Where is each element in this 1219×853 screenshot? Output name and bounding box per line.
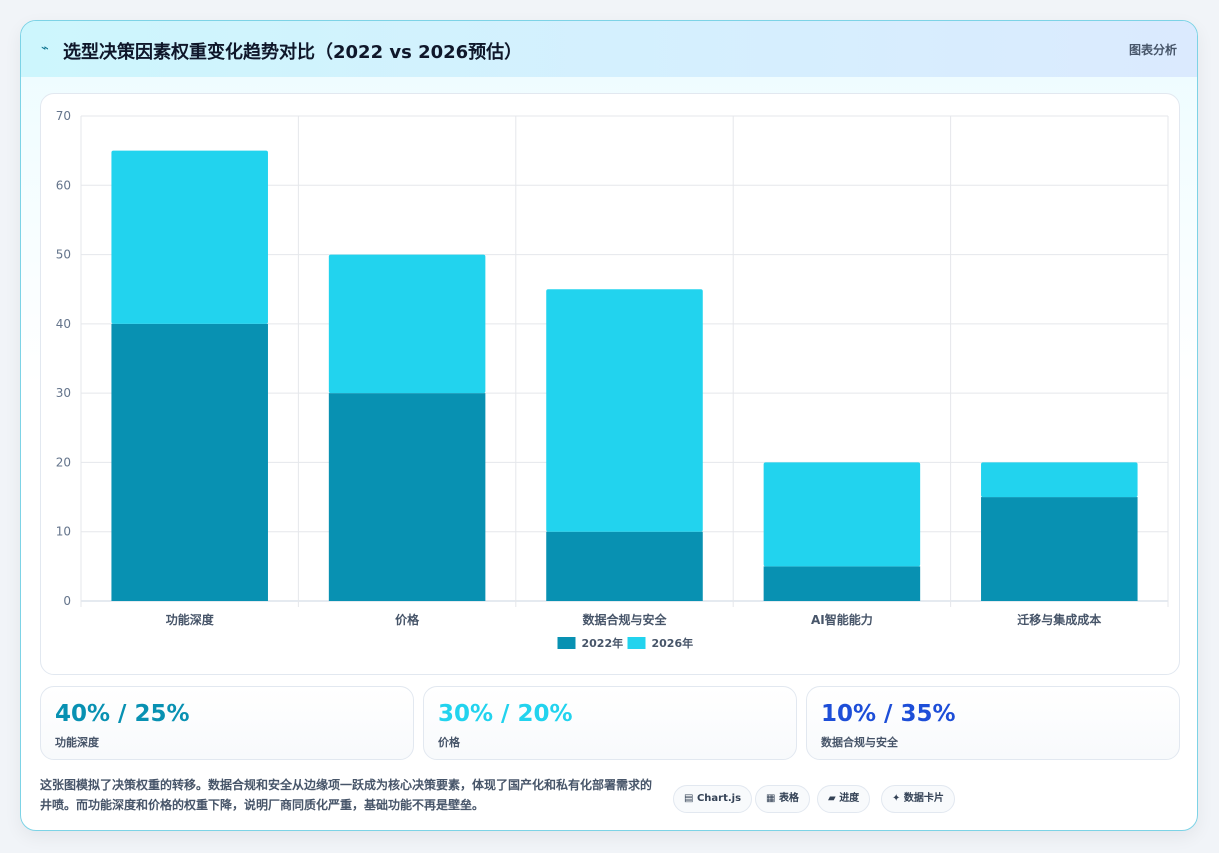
bar-chart: 0 10 20 30 40 50 60 70 功能深度 价格 数据合规与安全 AI智能能力 迁移与集成成… xyxy=(56,109,1169,650)
bar-2022 xyxy=(546,531,703,601)
progress-icon: ▰ xyxy=(828,793,836,804)
stat-card-compliance: 10% / 35% 数据合规与安全 xyxy=(806,686,1180,760)
x-tick-label: 价格 xyxy=(395,612,420,627)
y-tick-label: 60 xyxy=(56,178,71,192)
x-tick-label: AI智能能力 xyxy=(811,612,873,627)
stat-label: 功能深度 xyxy=(55,736,99,749)
bar-2026 xyxy=(546,289,703,532)
y-tick-label: 30 xyxy=(56,386,71,400)
bar-2026 xyxy=(111,150,268,324)
table-icon: ▦ xyxy=(766,793,776,804)
tag-progress[interactable]: ▰ 进度 xyxy=(817,785,871,813)
stat-label: 价格 xyxy=(438,736,460,749)
tag-label: 数据卡片 xyxy=(903,793,944,804)
chart-card: ⌁ 选型决策因素权重变化趋势对比（2022 vs 2026预估） 图表分析 0 1… xyxy=(20,20,1198,831)
bar-2022 xyxy=(763,566,921,601)
bar-2026 xyxy=(763,462,921,567)
y-tick-label: 50 xyxy=(56,248,71,262)
stat-cards: 40% / 25% 功能深度 30% / 20% 价格 10% / 35% 数据… xyxy=(40,686,1180,760)
y-tick-label: 70 xyxy=(56,109,71,123)
bar-2022 xyxy=(111,323,268,601)
tag-label: Chart.js xyxy=(696,793,742,804)
tag-chartjs[interactable]: ▤ Chart.js xyxy=(673,785,753,813)
y-tick-label: 20 xyxy=(56,455,71,469)
bar-2026 xyxy=(328,254,486,394)
stat-card-price: 30% / 20% 价格 xyxy=(423,686,797,760)
bar-2026 xyxy=(981,462,1138,498)
legend-swatch xyxy=(627,637,646,649)
card-header: ⌁ 选型决策因素权重变化趋势对比（2022 vs 2026预估） 图表分析 xyxy=(21,21,1197,77)
stat-value: 10% / 35% xyxy=(821,701,956,727)
stat-card-functional-depth: 40% / 25% 功能深度 xyxy=(40,686,414,760)
y-tick-label: 10 xyxy=(56,525,71,539)
legend-label: 2022年 xyxy=(582,636,624,650)
chart-description: 这张图模拟了决策权重的转移。数据合规和安全从边缘项一跃成为核心决策要素，体现了国… xyxy=(40,778,653,812)
chart-icon: ▤ xyxy=(684,793,694,804)
sparkle-icon: ✦ xyxy=(892,793,901,804)
legend-label: 2026年 xyxy=(652,636,694,650)
x-tick-label: 功能深度 xyxy=(166,612,215,627)
bar-2022 xyxy=(328,393,486,601)
tag-table[interactable]: ▦ 表格 xyxy=(755,785,810,813)
bar-2022 xyxy=(981,497,1138,601)
legend-swatch xyxy=(557,637,576,649)
stat-label: 数据合规与安全 xyxy=(821,736,898,749)
stat-value: 40% / 25% xyxy=(55,701,190,727)
header-tag: 图表分析 xyxy=(1128,43,1177,57)
y-tick-label: 40 xyxy=(56,317,71,331)
tag-data-card[interactable]: ✦ 数据卡片 xyxy=(881,785,955,813)
y-tick-label: 0 xyxy=(63,594,71,608)
tag-label: 表格 xyxy=(778,793,799,804)
chart-title: 选型决策因素权重变化趋势对比（2022 vs 2026预估） xyxy=(63,42,523,63)
pulse-icon: ⌁ xyxy=(41,41,49,56)
tag-label: 进度 xyxy=(839,793,860,804)
x-tick-label: 数据合规与安全 xyxy=(582,612,667,627)
chart-container: 0 10 20 30 40 50 60 70 功能深度 价格 数据合规与安全 AI智能能力 迁移与集成成… xyxy=(40,93,1180,675)
stat-value: 30% / 20% xyxy=(438,701,573,727)
x-tick-label: 迁移与集成成本 xyxy=(1017,612,1101,627)
